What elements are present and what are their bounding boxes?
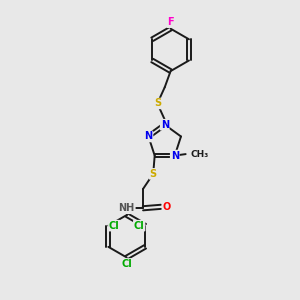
- Text: Cl: Cl: [109, 220, 120, 231]
- Text: Cl: Cl: [121, 259, 132, 269]
- Text: O: O: [162, 202, 171, 212]
- Text: N: N: [144, 131, 152, 142]
- Text: S: S: [150, 169, 157, 179]
- Text: F: F: [167, 17, 174, 27]
- Text: NH: NH: [118, 203, 135, 213]
- Text: Cl: Cl: [134, 220, 145, 231]
- Text: N: N: [161, 120, 169, 130]
- Text: N: N: [171, 151, 179, 160]
- Text: S: S: [154, 98, 161, 109]
- Text: CH₃: CH₃: [191, 150, 209, 159]
